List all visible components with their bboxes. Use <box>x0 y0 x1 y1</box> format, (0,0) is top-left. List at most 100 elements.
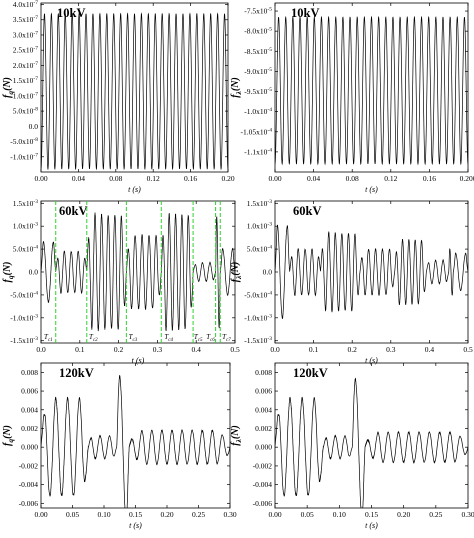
x-tick-label: 0.04 <box>307 174 320 183</box>
y-tick-label: 3.5x10-7 <box>13 15 38 24</box>
plot-frame <box>274 362 469 509</box>
chart-panel-middle-left: 0.0 0.1 0.2 0.3 0.4 0.5 1.5x10-3 1.0x10-3 5.0x10… <box>2 199 240 365</box>
x-tick-label: 0.05 <box>66 510 79 519</box>
plot-frame <box>40 200 236 344</box>
y-tick-label: 1.5x10-3 <box>247 199 272 208</box>
segment-label: Tc6 <box>206 333 215 343</box>
x-tick-label: 0.00 <box>34 510 47 519</box>
panel-voltage-label: 60kV <box>293 204 321 218</box>
x-tick-label: 0.00 <box>34 174 47 183</box>
y-tick-label: 1.0x10-3 <box>247 222 272 231</box>
panel-voltage-label: 60kV <box>59 204 87 218</box>
y-tick-label: -1.0x10-7 <box>10 152 38 161</box>
x-tick-label: 0.12 <box>147 174 160 183</box>
y-axis-label: fq(N) <box>2 425 15 446</box>
series-line <box>275 377 468 508</box>
x-axis-label: t (s) <box>129 521 142 530</box>
y-tick-label: -9.0x10-5 <box>244 67 272 76</box>
y-tick-label: 0.000 <box>255 443 272 452</box>
plot-frame <box>274 2 469 173</box>
x-tick-label: 0.0 <box>36 345 46 354</box>
x-axis-label: t (s) <box>365 356 378 365</box>
y-tick-label: 1.0x10-7 <box>13 91 38 100</box>
y-tick-label: 0.000 <box>21 443 38 452</box>
y-tick-label: 5.0x10-4 <box>247 245 272 254</box>
x-tick-label: 0.00 <box>268 174 281 183</box>
chart-panel-top-right: 0.00 0.04 0.08 0.12 0.16 0.200 -7.5x10-5 -8.0x1… <box>230 2 474 194</box>
chart-panel-bottom-left: 0.00 0.05 0.10 0.15 0.20 0.25 0.30 0.008 0.006 0.… <box>2 362 237 530</box>
y-tick-label: -9.5x10-5 <box>244 87 272 96</box>
x-tick-label: 0.15 <box>129 510 142 519</box>
y-tick-label: 3.0x10-7 <box>13 30 38 39</box>
y-tick-label: 0.002 <box>255 424 272 433</box>
series-line <box>275 224 468 319</box>
series-line <box>41 212 235 332</box>
x-tick-label: 0.3 <box>153 345 163 354</box>
chart-panel-bottom-right: 0.00 0.05 0.10 0.15 0.20 0.25 0.30 0.008 0.006 0.… <box>230 362 474 530</box>
x-tick-label: 0.200 <box>460 174 474 183</box>
y-tick-label: -5.0x10-4 <box>244 290 272 299</box>
y-tick-label: 0.006 <box>255 387 272 396</box>
plot-frame <box>274 200 469 344</box>
segment-label: Tc7 <box>222 333 231 343</box>
y-tick-label: 0.0 <box>29 268 39 277</box>
y-tick-label: 0.004 <box>255 405 272 414</box>
x-tick-label: 0.20 <box>397 510 410 519</box>
x-tick-label: 0.10 <box>97 510 110 519</box>
chart-panel-middle-right: 0.0 0.1 0.2 0.3 0.4 0.5 1.5x10-3 1.0x10-3 5.0x10… <box>230 199 473 365</box>
segment-label: Tc2 <box>89 333 98 343</box>
plot-frame <box>40 2 229 173</box>
y-tick-label: -7.5x10-5 <box>244 7 272 16</box>
y-tick-label: 0.006 <box>21 387 38 396</box>
x-tick-label: 0.30 <box>223 510 236 519</box>
y-tick-label: 0.008 <box>255 368 272 377</box>
y-tick-label: 1.5x10-7 <box>13 76 38 85</box>
x-axis-label: t (s) <box>132 356 145 365</box>
x-tick-label: 0.12 <box>384 174 397 183</box>
x-tick-label: 0.0 <box>270 345 280 354</box>
x-tick-label: 0.08 <box>109 174 122 183</box>
x-tick-label: 0.05 <box>301 510 314 519</box>
x-tick-label: 0.20 <box>160 510 173 519</box>
x-axis-label: t (s) <box>365 185 378 194</box>
segment-label: Tc4 <box>164 333 173 343</box>
y-tick-label: 0.0 <box>29 122 39 131</box>
y-tick-label: -0.002 <box>253 461 273 470</box>
y-tick-label: 0.0 <box>263 268 273 277</box>
series-line <box>41 375 230 508</box>
y-tick-label: 5.0x10-4 <box>13 245 38 254</box>
y-tick-label: -0.004 <box>253 480 273 489</box>
y-tick-label: -1.0x10-3 <box>10 313 38 322</box>
panel-voltage-label: 120kV <box>59 366 94 380</box>
y-tick-label: 0.008 <box>21 368 38 377</box>
x-tick-label: 0.30 <box>461 510 474 519</box>
y-tick-label: 2.5x10-7 <box>13 46 38 55</box>
x-tick-label: 0.1 <box>309 345 319 354</box>
y-axis-label: fq(N) <box>2 77 15 98</box>
y-tick-label: 2.0x10-7 <box>13 61 38 70</box>
y-tick-label: -0.004 <box>19 480 39 489</box>
series-line <box>41 12 228 171</box>
y-tick-label: 0.004 <box>21 405 38 414</box>
y-tick-label: -5.0x10-8 <box>10 137 38 146</box>
x-tick-label: 0.2 <box>114 345 124 354</box>
x-tick-label: 0.10 <box>333 510 346 519</box>
x-axis-label: t (s) <box>128 185 141 194</box>
plot-frame <box>40 362 231 509</box>
segment-label: Tc5 <box>194 333 203 343</box>
y-tick-label: -1.5x10-3 <box>10 336 38 345</box>
x-tick-label: 0.4 <box>192 345 202 354</box>
y-axis-label: fλ(N) <box>230 425 243 446</box>
y-axis-label: fq(N) <box>2 262 15 283</box>
x-tick-label: 0.5 <box>463 345 473 354</box>
x-tick-label: 0.5 <box>230 345 240 354</box>
y-axis-label: fλ(N) <box>230 77 243 98</box>
y-tick-label: -1.0x10-3 <box>244 313 272 322</box>
x-axis-label: t (s) <box>365 521 378 530</box>
panel-voltage-label: 10kV <box>291 6 319 20</box>
chart-panel-top-left: 0.00 0.04 0.08 0.12 0.16 0.20 4.0x10-7 3.5x10-7… <box>2 0 235 194</box>
segment-label: Tc1 <box>44 333 53 343</box>
x-tick-label: 0.1 <box>75 345 85 354</box>
y-tick-label: -1.0x10-4 <box>244 107 272 116</box>
